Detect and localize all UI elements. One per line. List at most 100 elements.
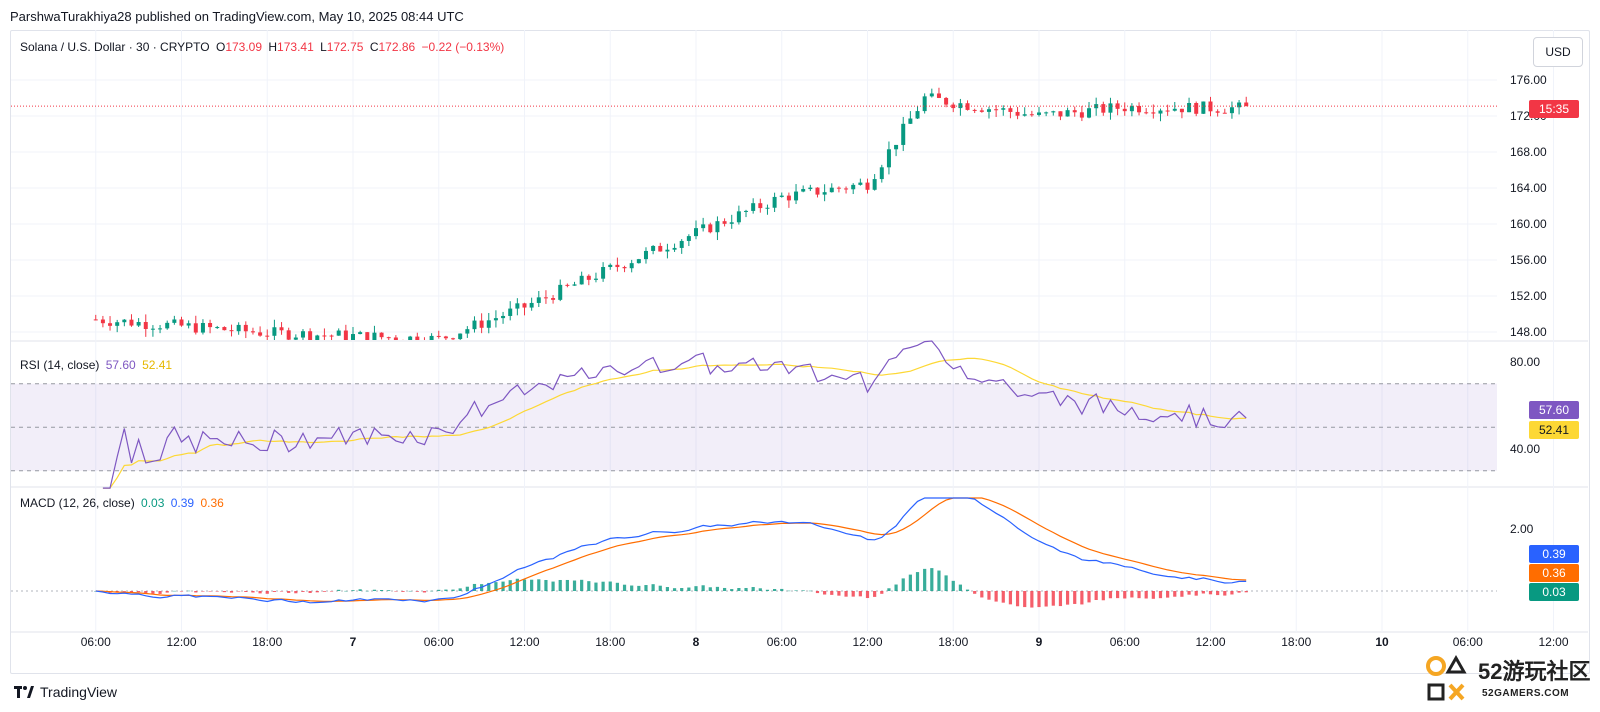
candle-body [872,179,877,190]
macd-histogram-bar [279,591,284,592]
rsi-label[interactable]: RSI (14, close) [20,358,100,372]
macd-label[interactable]: MACD (12, 26, close) [20,496,135,510]
x-tick-label: 12:00 [1195,635,1225,649]
macd-legend: MACD (12, 26, close) 0.03 0.39 0.36 [20,496,227,510]
candle-body [322,335,327,337]
watermark-logo-icon [1426,654,1467,701]
macd-histogram-bar [201,591,205,592]
candle-body [844,188,849,190]
candle-body [1244,102,1249,107]
candle-body [722,221,727,224]
candle-body [651,245,656,251]
candle-body [343,330,348,340]
macd-histogram-bar [1037,591,1041,608]
hist-value-tag: 0.03 [1529,583,1579,601]
x-tick-label: 12:00 [509,635,539,649]
x-tick-label: 9 [1036,635,1043,649]
candle-body [193,323,198,333]
candle-body [936,93,941,98]
publish-caption: ParshwaTurakhiya28 published on TradingV… [10,9,464,24]
candle-body [365,332,370,340]
candle-body [915,111,920,119]
macd-histogram-bar [923,568,927,591]
candle-body [458,333,463,340]
candle-body [679,240,684,248]
macd-histogram-bar [694,586,698,591]
candle-body [1051,111,1056,113]
macd-histogram-bar [1208,591,1213,595]
candle-body [1122,108,1127,112]
candle-body [1165,110,1170,112]
macd-histogram-bar [973,591,977,594]
macd-histogram-bar [808,590,812,592]
candle-body [465,329,470,334]
candle-body [543,297,548,299]
candle-body [944,97,949,105]
macd-histogram-bar [1158,591,1163,599]
candle-body [1065,110,1070,117]
candle-body [665,249,670,252]
candle-body [1208,101,1213,112]
macd-histogram-bar [422,591,427,593]
candle-body [1001,108,1006,110]
candle-body [1044,112,1049,114]
macd-histogram-bar [251,591,255,593]
candle-body [336,330,341,336]
macd-histogram-bar [537,579,541,591]
close-value: 172.86 [378,40,416,54]
macd-histogram-bar [358,589,362,591]
tradingview-logo-icon[interactable] [14,686,34,698]
macd-histogram-bar [594,582,598,591]
macd-histogram-bar [451,589,455,591]
symbol-label[interactable]: Solana / U.S. Dollar · 30 · CRYPTO [20,40,210,54]
candle-body [479,320,484,328]
macd-histogram-bar [622,584,627,591]
macd-histogram-bar [1101,591,1105,601]
rsi-legend: RSI (14, close) 57.60 52.41 [20,358,175,372]
rsi-line [102,340,1247,489]
macd-histogram-bar [958,584,962,591]
macd-histogram-bar [172,590,176,592]
candle-body [250,331,255,333]
rsi-ma-value-tag: 52.41 [1529,421,1579,439]
footer-brand[interactable]: TradingView [40,684,118,700]
macd-histogram-bar [1223,591,1227,596]
macd-histogram-bar [444,589,448,591]
macd-histogram-bar [865,591,870,599]
x-tick-label: 12:00 [1538,635,1568,649]
candle-body [715,221,720,233]
candle-body [579,275,584,285]
candle-body [608,264,613,268]
candle-body [300,331,305,338]
candle-body [686,236,691,241]
macd-histogram-bar [658,585,662,591]
macd-histogram-bar [1073,591,1077,604]
candle-body [1144,112,1149,114]
rsi-tick-label: 40.00 [1510,442,1540,456]
candle-body [751,203,756,211]
candle-body [1187,103,1192,113]
macd-histogram-bar [515,578,519,591]
currency-button[interactable]: USD [1533,37,1583,67]
x-tick-label: 12:00 [166,635,196,649]
macd-histogram-bar [994,591,998,602]
candle-body [200,322,205,333]
candle-body [422,343,426,345]
x-tick-label: 18:00 [595,635,625,649]
rsi-tick-label: 80.00 [1510,355,1540,369]
candle-body [629,263,634,269]
macd-histogram-bar [823,591,827,595]
rsi-ma-legend-value: 52.41 [142,358,173,372]
candle-body [143,322,148,330]
macd-histogram-bar [1058,591,1063,607]
x-tick-label: 06:00 [81,635,111,649]
candle-body [122,319,127,323]
macd-histogram-bar [501,581,505,591]
macd-histogram-bar [744,587,748,591]
candle-body [658,245,663,252]
candle-body [1037,112,1041,115]
macd-histogram-bar [1180,591,1184,597]
macd-histogram-bar [94,591,98,592]
candle-body [979,110,984,112]
